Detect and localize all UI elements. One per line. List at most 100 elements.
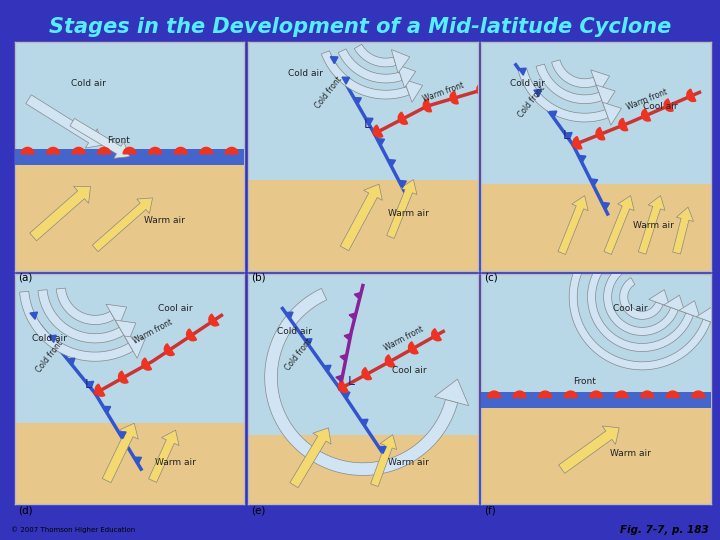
Wedge shape <box>123 147 136 154</box>
Wedge shape <box>408 342 418 354</box>
Wedge shape <box>362 368 372 380</box>
Polygon shape <box>590 70 610 93</box>
Polygon shape <box>106 304 127 327</box>
Polygon shape <box>649 289 670 307</box>
Text: (f): (f) <box>484 505 496 515</box>
Polygon shape <box>387 179 417 239</box>
Polygon shape <box>68 358 75 366</box>
Bar <box>481 400 711 503</box>
Polygon shape <box>596 85 615 108</box>
Polygon shape <box>518 68 526 75</box>
Text: Fig. 7-7, p. 183: Fig. 7-7, p. 183 <box>621 524 709 535</box>
Wedge shape <box>450 91 458 104</box>
Polygon shape <box>397 65 415 88</box>
Polygon shape <box>321 51 410 99</box>
Text: Cold air: Cold air <box>276 327 312 336</box>
Text: Cold air: Cold air <box>288 70 323 78</box>
Wedge shape <box>590 391 603 397</box>
Polygon shape <box>70 118 130 158</box>
Polygon shape <box>336 375 343 382</box>
Polygon shape <box>590 179 598 186</box>
Polygon shape <box>638 195 665 254</box>
Polygon shape <box>366 118 373 125</box>
Text: Cool air: Cool air <box>392 366 426 375</box>
Wedge shape <box>149 147 161 154</box>
Polygon shape <box>664 295 685 313</box>
Polygon shape <box>518 69 608 122</box>
Text: Cold front: Cold front <box>517 84 547 119</box>
Wedge shape <box>664 99 673 111</box>
Polygon shape <box>26 95 102 148</box>
Text: © 2007 Thomson Higher Education: © 2007 Thomson Higher Education <box>11 526 135 533</box>
Polygon shape <box>265 288 458 475</box>
Polygon shape <box>92 198 153 252</box>
Polygon shape <box>672 207 693 254</box>
Text: L: L <box>563 130 570 143</box>
Wedge shape <box>641 391 654 397</box>
Bar <box>14 423 245 503</box>
Polygon shape <box>379 447 386 454</box>
Text: (b): (b) <box>251 273 266 283</box>
Wedge shape <box>687 89 696 102</box>
Text: Cool air: Cool air <box>643 102 678 111</box>
Polygon shape <box>340 354 347 361</box>
Polygon shape <box>371 435 397 487</box>
Polygon shape <box>603 102 621 125</box>
Polygon shape <box>549 111 557 118</box>
Text: Cool air: Cool air <box>158 304 193 313</box>
Wedge shape <box>199 147 212 154</box>
Wedge shape <box>423 99 431 112</box>
Wedge shape <box>385 355 395 367</box>
Polygon shape <box>342 77 350 84</box>
Text: Cold front: Cold front <box>34 339 64 374</box>
Wedge shape <box>21 147 34 154</box>
Polygon shape <box>564 132 572 139</box>
Polygon shape <box>30 186 91 241</box>
Bar <box>14 148 245 165</box>
Polygon shape <box>388 160 395 167</box>
Text: (a): (a) <box>17 273 32 283</box>
Text: Cold air: Cold air <box>510 79 545 87</box>
Wedge shape <box>95 384 105 396</box>
Text: (c): (c) <box>484 273 498 283</box>
Text: Warm air: Warm air <box>155 458 196 467</box>
Polygon shape <box>56 288 114 325</box>
Polygon shape <box>679 301 700 318</box>
Polygon shape <box>38 290 124 343</box>
Text: Warm front: Warm front <box>132 318 174 346</box>
Polygon shape <box>559 426 619 474</box>
Polygon shape <box>392 50 410 73</box>
Polygon shape <box>119 432 126 438</box>
Polygon shape <box>342 392 350 399</box>
Text: Cold air: Cold air <box>32 334 67 343</box>
Polygon shape <box>552 60 596 87</box>
Wedge shape <box>47 147 60 154</box>
Wedge shape <box>142 358 151 370</box>
Text: Warm air: Warm air <box>388 458 429 467</box>
Text: Warm front: Warm front <box>421 81 465 104</box>
Wedge shape <box>487 391 500 397</box>
Text: Cold front: Cold front <box>284 336 314 372</box>
Text: Warm air: Warm air <box>610 449 651 457</box>
Bar <box>248 435 478 503</box>
Polygon shape <box>103 407 111 413</box>
Polygon shape <box>354 44 396 67</box>
Polygon shape <box>285 312 293 319</box>
Polygon shape <box>696 307 717 325</box>
Polygon shape <box>30 312 37 319</box>
Wedge shape <box>539 391 552 397</box>
Text: Warm air: Warm air <box>143 217 184 225</box>
Polygon shape <box>344 334 351 340</box>
Polygon shape <box>578 156 586 163</box>
Polygon shape <box>620 278 663 319</box>
Polygon shape <box>536 64 602 104</box>
Wedge shape <box>477 83 485 96</box>
Text: Cold air: Cold air <box>71 79 106 87</box>
Wedge shape <box>164 344 174 355</box>
Wedge shape <box>98 147 110 154</box>
Text: Warm air: Warm air <box>633 221 674 230</box>
Text: Front: Front <box>107 136 130 145</box>
Wedge shape <box>564 391 577 397</box>
Wedge shape <box>692 391 705 397</box>
Wedge shape <box>513 391 526 397</box>
